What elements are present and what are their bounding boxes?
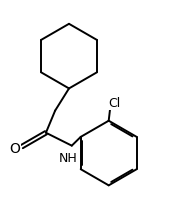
Text: NH: NH <box>59 152 77 165</box>
Text: O: O <box>9 142 20 156</box>
Text: Cl: Cl <box>108 97 120 110</box>
